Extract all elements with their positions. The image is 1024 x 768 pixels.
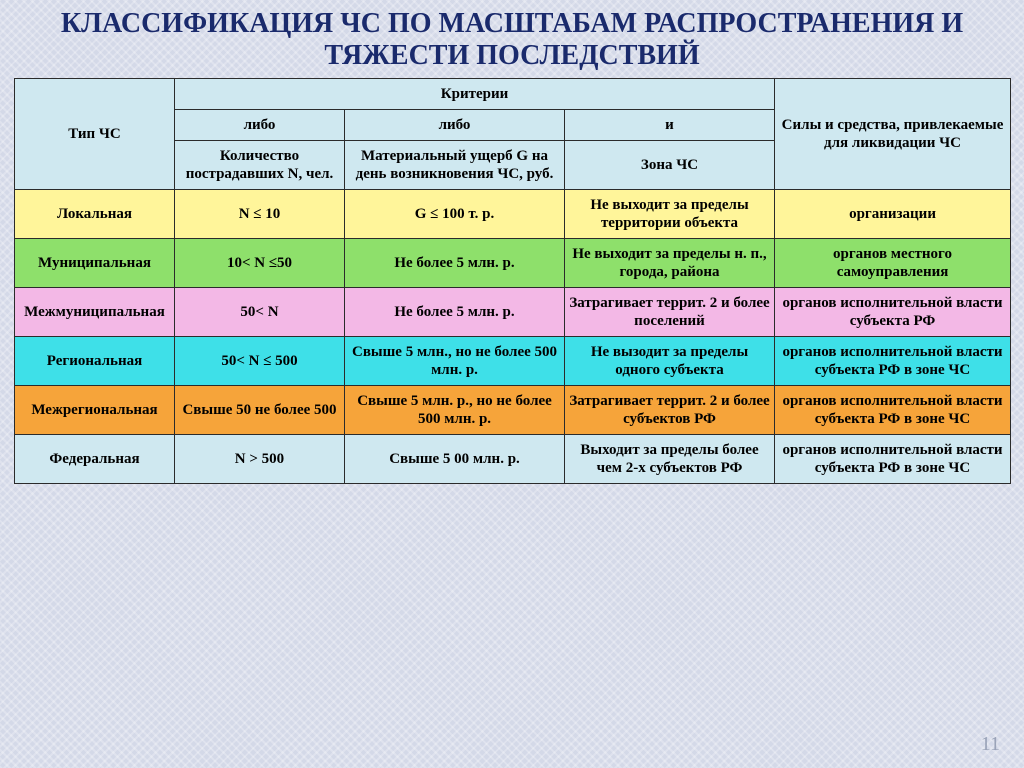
cell-n: 10< N ≤50 — [175, 239, 345, 288]
header-or1: либо — [175, 110, 345, 141]
cell-zone: Не выходит за пределы территории объекта — [565, 190, 775, 239]
header-criteria: Критерии — [175, 79, 775, 110]
header-type: Тип ЧС — [15, 79, 175, 190]
cell-forces: органов исполнительной власти субъекта Р… — [775, 337, 1011, 386]
cell-g: Не более 5 млн. р. — [345, 288, 565, 337]
cell-forces: организации — [775, 190, 1011, 239]
cell-type: Межмуниципальная — [15, 288, 175, 337]
cell-n: 50< N ≤ 500 — [175, 337, 345, 386]
table-row: Межмуниципальная50< NНе более 5 млн. р.З… — [15, 288, 1011, 337]
classification-table: Тип ЧС Критерии Силы и средства, привлек… — [14, 78, 1011, 484]
header-n: Количество пострадавших N, чел. — [175, 141, 345, 190]
table-body: ЛокальнаяN ≤ 10G ≤ 100 т. р.Не выходит з… — [15, 190, 1011, 484]
cell-g: Свыше 5 00 млн. р. — [345, 435, 565, 484]
cell-zone: Затрагивает террит. 2 и более субъектов … — [565, 386, 775, 435]
table-row: ФедеральнаяN > 500Свыше 5 00 млн. р.Выхо… — [15, 435, 1011, 484]
cell-n: 50< N — [175, 288, 345, 337]
cell-type: Региональная — [15, 337, 175, 386]
page-title: КЛАССИФИКАЦИЯ ЧС ПО МАСШТАБАМ РАСПРОСТРА… — [14, 8, 1010, 72]
header-forces: Силы и средства, привлекаемые для ликвид… — [775, 79, 1011, 190]
cell-forces: органов местного самоуправления — [775, 239, 1011, 288]
cell-g: Свыше 5 млн. р., но не более 500 млн. р. — [345, 386, 565, 435]
cell-n: N > 500 — [175, 435, 345, 484]
table-row: МежрегиональнаяСвыше 50 не более 500Свыш… — [15, 386, 1011, 435]
header-g: Материальный ущерб G на день возникновен… — [345, 141, 565, 190]
page-number: 11 — [981, 733, 1000, 756]
cell-g: Не более 5 млн. р. — [345, 239, 565, 288]
table-row: ЛокальнаяN ≤ 10G ≤ 100 т. р.Не выходит з… — [15, 190, 1011, 239]
cell-forces: органов исполнительной власти субъекта Р… — [775, 386, 1011, 435]
header-or2: либо — [345, 110, 565, 141]
cell-zone: Не вызодит за пределы одного субъекта — [565, 337, 775, 386]
cell-type: Межрегиональная — [15, 386, 175, 435]
table-row: Региональная50< N ≤ 500Свыше 5 млн., но … — [15, 337, 1011, 386]
cell-zone: Затрагивает террит. 2 и более поселений — [565, 288, 775, 337]
cell-zone: Не выходит за пределы н. п., города, рай… — [565, 239, 775, 288]
cell-n: Свыше 50 не более 500 — [175, 386, 345, 435]
cell-n: N ≤ 10 — [175, 190, 345, 239]
cell-forces: органов исполнительной власти субъекта Р… — [775, 288, 1011, 337]
cell-type: Федеральная — [15, 435, 175, 484]
table-row: Муниципальная10< N ≤50Не более 5 млн. р.… — [15, 239, 1011, 288]
cell-g: Свыше 5 млн., но не более 500 млн. р. — [345, 337, 565, 386]
header-zone: Зона ЧС — [565, 141, 775, 190]
cell-forces: органов исполнительной власти субъекта Р… — [775, 435, 1011, 484]
cell-zone: Выходит за пределы более чем 2-х субъект… — [565, 435, 775, 484]
cell-g: G ≤ 100 т. р. — [345, 190, 565, 239]
header-and: и — [565, 110, 775, 141]
cell-type: Муниципальная — [15, 239, 175, 288]
cell-type: Локальная — [15, 190, 175, 239]
